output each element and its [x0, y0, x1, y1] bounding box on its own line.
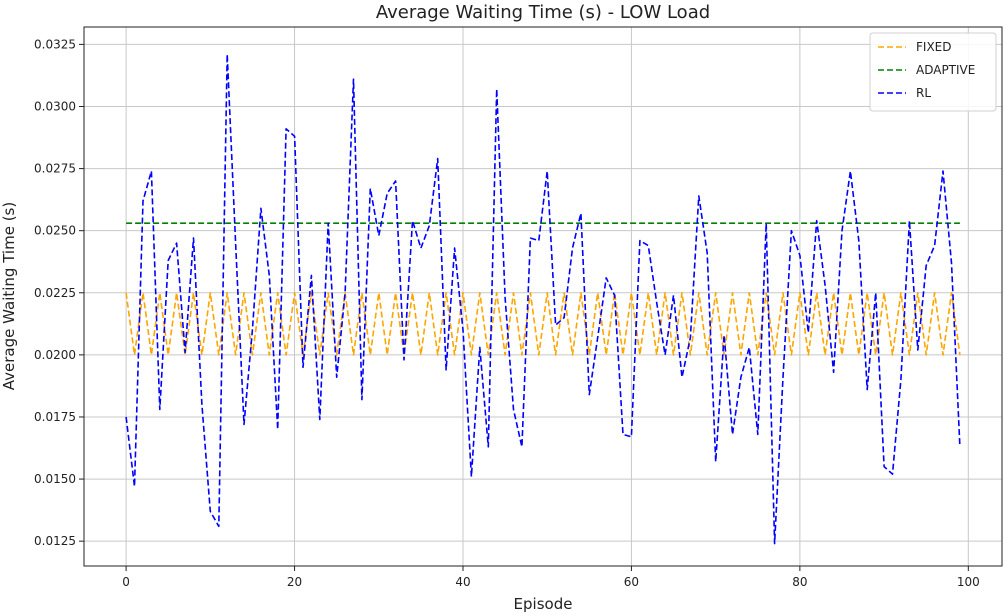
y-tick-label: 0.0275: [34, 162, 76, 176]
x-tick-label: 40: [455, 575, 470, 589]
chart-title: Average Waiting Time (s) - LOW Load: [376, 2, 710, 23]
x-axis-title: Episode: [514, 595, 573, 613]
x-tick-label: 0: [122, 575, 130, 589]
legend: FIXED ADAPTIVE RL: [869, 32, 997, 112]
legend-label-adaptive: ADAPTIVE: [916, 63, 975, 77]
series-line-fixed: [125, 291, 961, 356]
y-tick-label: 0.0250: [34, 224, 76, 238]
y-tick-label: 0.0200: [34, 348, 76, 362]
y-tick-label: 0.0150: [34, 472, 76, 486]
legend-label-rl: RL: [916, 86, 931, 100]
x-tick-label: 20: [287, 575, 302, 589]
x-tick-label: 60: [624, 575, 639, 589]
y-tick-label: 0.0225: [34, 286, 76, 300]
axes: 0 20 40 60 80 100 0.0125 0.0150 0.0175 0.0200 0.02…: [34, 37, 980, 589]
y-tick-label: 0.0325: [34, 37, 76, 51]
plot-frame: [83, 26, 1003, 567]
legend-label-fixed: FIXED: [916, 40, 951, 54]
y-tick-label: 0.0125: [34, 534, 76, 548]
y-tick-label: 0.0300: [34, 99, 76, 113]
x-tick-label: 80: [792, 575, 807, 589]
grid: [84, 27, 1002, 566]
plot-series: [125, 53, 961, 545]
y-tick-label: 0.0175: [34, 410, 76, 424]
x-tick-label: 100: [957, 575, 980, 589]
y-axis-title: Average Waiting Time (s): [0, 202, 18, 390]
legend-box: [869, 32, 997, 112]
